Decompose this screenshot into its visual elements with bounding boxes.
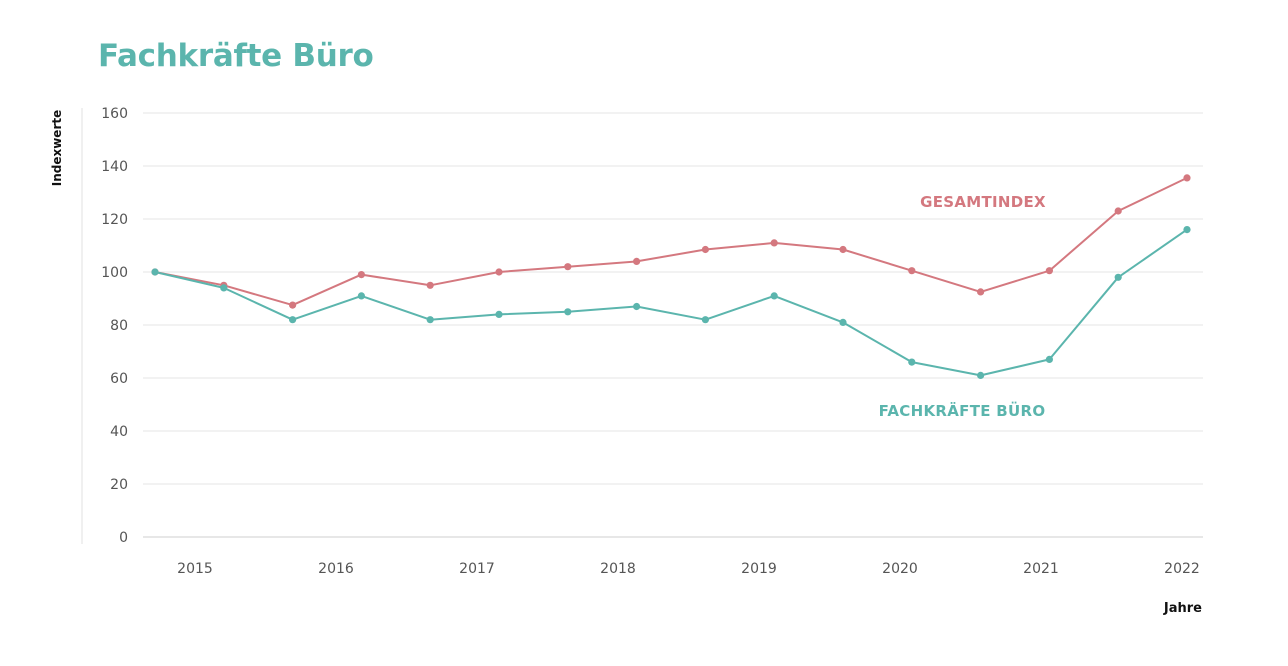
data-point <box>220 284 228 292</box>
data-point <box>426 316 434 324</box>
data-point <box>633 257 641 265</box>
gridlines <box>143 112 1203 538</box>
y-tick-label: 80 <box>110 318 128 334</box>
data-point <box>564 308 572 316</box>
data-point <box>564 263 572 271</box>
data-point <box>977 288 985 296</box>
data-point <box>770 292 778 300</box>
y-tick-label: 60 <box>110 371 128 387</box>
series-label-fachkraefte-buero: FACHKRÄFTE BÜRO <box>879 401 1046 420</box>
x-tick-label: 2022 <box>1164 561 1200 577</box>
data-point <box>1114 273 1122 281</box>
data-point <box>289 301 297 309</box>
data-point <box>839 318 847 326</box>
series-line-0 <box>154 176 1188 307</box>
y-tick-label: 160 <box>101 106 128 122</box>
series-lines <box>154 176 1188 377</box>
x-tick-label: 2021 <box>1023 561 1059 577</box>
y-tick-labels: 0 20 40 60 80 100 120 140 160 <box>101 106 128 546</box>
x-tick-label: 2015 <box>177 561 213 577</box>
y-tick-label: 40 <box>110 424 128 440</box>
data-point <box>839 245 847 254</box>
data-point <box>495 310 503 318</box>
x-tick-labels: 2015 2016 2017 2018 2019 2020 2021 2022 <box>177 561 1200 577</box>
data-point <box>701 245 710 254</box>
data-point <box>289 316 297 324</box>
data-point <box>1045 355 1053 363</box>
data-point <box>1114 207 1122 215</box>
data-point <box>357 292 365 300</box>
x-tick-label: 2020 <box>882 561 918 577</box>
data-point <box>633 302 641 311</box>
data-point <box>701 316 710 324</box>
data-point <box>1045 267 1053 275</box>
x-tick-label: 2019 <box>741 561 777 577</box>
y-tick-label: 20 <box>110 477 128 493</box>
data-point <box>1183 174 1191 182</box>
x-tick-label: 2017 <box>459 561 495 577</box>
x-tick-label: 2018 <box>600 561 636 577</box>
y-tick-label: 0 <box>119 530 128 546</box>
series-points <box>151 174 1191 379</box>
y-tick-label: 140 <box>101 159 128 175</box>
data-point <box>151 268 159 276</box>
y-tick-label: 100 <box>101 265 128 281</box>
series-label-gesamtindex: GESAMTINDEX <box>920 193 1046 211</box>
data-point <box>426 281 434 289</box>
data-point <box>977 371 985 379</box>
page-title: Fachkräfte Büro <box>98 38 374 74</box>
data-point <box>1183 226 1191 234</box>
data-point <box>495 268 503 276</box>
y-tick-label: 120 <box>101 212 128 228</box>
x-tick-label: 2016 <box>318 561 354 577</box>
x-axis-label: Jahre <box>1163 601 1202 616</box>
data-point <box>357 271 365 279</box>
series-line-1 <box>154 228 1188 377</box>
data-point <box>908 267 916 275</box>
data-point <box>770 239 778 247</box>
data-point <box>908 358 916 366</box>
